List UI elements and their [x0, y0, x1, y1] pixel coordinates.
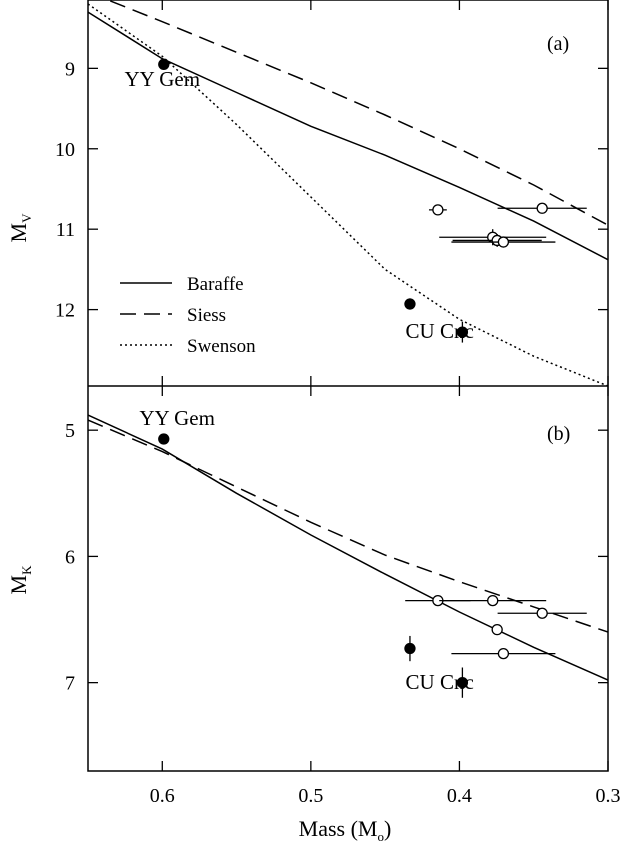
data-point — [456, 321, 469, 343]
data-point — [497, 607, 587, 619]
data-point — [404, 298, 416, 310]
data-point — [158, 433, 170, 445]
data-point — [456, 667, 469, 698]
y-tick-label: 6 — [65, 546, 75, 568]
filled-marker — [404, 642, 416, 655]
panel-b-points: YY Gem CU Cnc — [139, 406, 587, 698]
data-point — [452, 234, 542, 247]
annotation-yy-gem: YY Gem — [139, 406, 215, 430]
x-tick-label: 0.3 — [596, 785, 621, 807]
panel-a-yticks: 9 10 11 12 — [55, 58, 608, 322]
open-marker — [536, 607, 548, 619]
legend-label-swenson: Swenson — [187, 336, 256, 357]
open-marker — [487, 594, 499, 607]
data-point — [497, 202, 587, 214]
data-point — [439, 594, 547, 607]
y-tick-label: 7 — [65, 673, 75, 695]
x-tick-label: 0.6 — [150, 785, 175, 807]
panel-b-models — [88, 414, 608, 681]
filled-marker — [456, 326, 469, 338]
legend-label-baraffe: Baraffe — [187, 274, 244, 295]
legend: Baraffe Siess Swenson — [120, 274, 256, 357]
filled-marker — [158, 58, 170, 70]
annotation-cu-cnc: CU Cnc — [406, 319, 474, 343]
data-point — [451, 236, 556, 248]
x-axis: 0.6 0.5 0.4 0.3 — [150, 0, 621, 807]
panel-a: YY Gem CU Cnc 9 10 11 12 (a) MV Baraffe Sies… — [6, 0, 608, 386]
model-curve-siess — [88, 419, 608, 633]
panel-a-label: (a) — [547, 33, 569, 55]
filled-marker — [404, 298, 416, 310]
panel-a-models — [88, 0, 608, 386]
panel-b-ylabel: MK — [6, 565, 34, 595]
data-point — [404, 635, 416, 662]
y-tick-label: 12 — [55, 300, 75, 322]
legend-label-siess: Siess — [187, 305, 226, 326]
open-marker — [432, 204, 444, 216]
y-tick-label: 9 — [65, 58, 75, 80]
open-marker — [491, 623, 503, 636]
filled-marker — [158, 433, 170, 445]
y-tick-label: 5 — [65, 420, 75, 442]
model-curve-baraffe — [88, 414, 608, 681]
open-marker — [536, 202, 548, 214]
model-curve-siess — [105, 0, 608, 226]
model-curve-baraffe — [88, 11, 608, 261]
panel-b-yticks: 5 6 7 — [65, 420, 608, 695]
annotation-yy-gem: YY Gem — [124, 67, 200, 91]
x-tick-label: 0.5 — [298, 785, 323, 807]
panel-a-points: YY Gem CU Cnc — [124, 58, 587, 343]
panel-a-ylabel: MV — [6, 213, 34, 243]
filled-marker — [456, 676, 469, 689]
annotation-cu-cnc: CU Cnc — [406, 670, 474, 694]
data-point — [158, 58, 170, 70]
data-point — [428, 204, 447, 216]
open-marker — [497, 236, 510, 248]
panel-b: YY Gem CU Cnc 5 6 7 (b) MK — [6, 406, 608, 698]
panel-b-label: (b) — [547, 423, 570, 445]
y-tick-label: 11 — [56, 219, 75, 241]
data-point — [451, 647, 556, 660]
y-tick-label: 10 — [55, 139, 75, 161]
data-point — [491, 623, 503, 636]
open-marker — [497, 647, 510, 660]
x-tick-label: 0.4 — [447, 785, 472, 807]
x-axis-label: Mass (Mo) — [299, 816, 392, 844]
